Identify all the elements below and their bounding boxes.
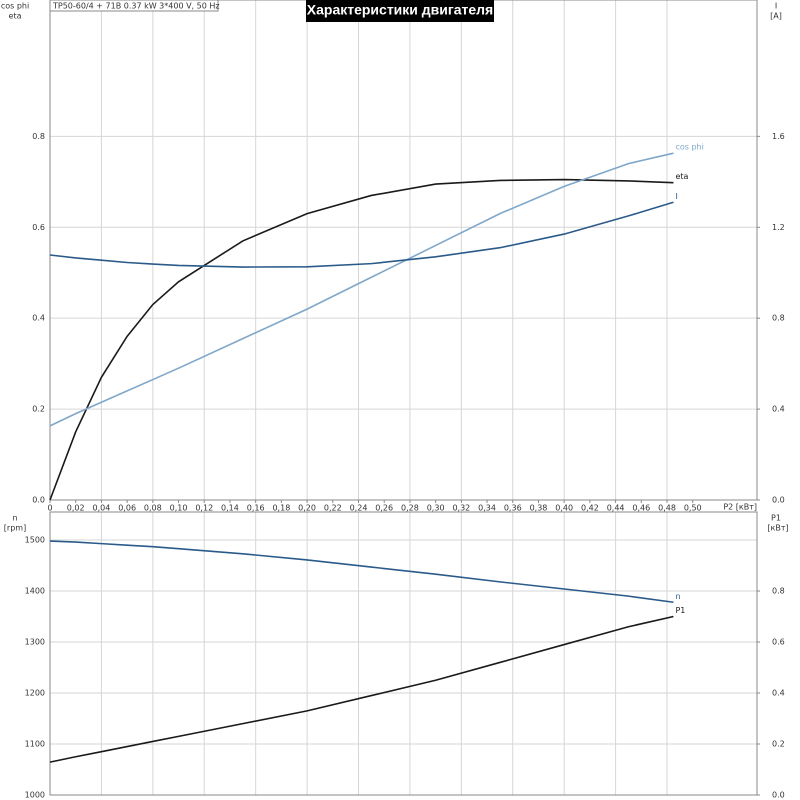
chart-title: Характеристики двигателя [307,2,493,18]
x-tick-label: 0,34 [478,504,496,513]
series-line [49,178,674,501]
x-tick-label: 0,04 [93,504,111,513]
x-tick-label: 0,08 [144,504,162,513]
y2-tick-label: 0.0 [772,496,785,505]
y2-tick-label: 1.2 [772,223,785,232]
x-tick-label: 0,10 [170,504,188,513]
x-tick-label: 0,46 [632,504,650,513]
x-tick-label: 0,28 [401,504,419,513]
y-tick-label: 1200 [25,689,45,698]
series-line [49,152,674,427]
series-label: n [675,592,680,601]
x-tick-label: 0,42 [581,504,599,513]
y2-tick-label: 0.4 [772,689,785,698]
x-tick-label: 0,20 [298,504,316,513]
legend-box [49,0,219,12]
x-tick-label: 0,26 [375,504,393,513]
x-tick-label: 0,18 [272,504,290,513]
x-tick-label: 0,12 [195,504,213,513]
y-tick-label: 0.2 [32,405,45,414]
y2-tick-label: 0.0 [772,791,785,800]
x-tick-label: 0,32 [452,504,470,513]
y2-tick-label: 0.2 [772,740,785,749]
plot-frame [49,0,758,501]
y2-axis-label: P1 [771,514,781,523]
x-tick-label: 0,38 [530,504,548,513]
y-tick-label: 0.6 [32,223,45,232]
x-tick-label: 0,40 [555,504,573,513]
x-tick-label: 0,16 [247,504,265,513]
series-label: cos phi [675,143,703,152]
series-line [49,540,674,604]
x-tick-label: 0,22 [324,504,342,513]
y-tick-label: 1100 [25,740,45,749]
y2-tick-label: 0.8 [772,314,785,323]
x-tick-label: 0,14 [221,504,239,513]
y2-tick-label: 1.6 [772,132,785,141]
y-tick-label: 1400 [25,587,45,596]
y2-axis-label: [кВт] [767,524,788,533]
y2-tick-label: 0.4 [772,405,785,414]
y-tick-label: 0.8 [32,132,45,141]
legend-text: TP50-60/4 + 71B 0.37 kW 3*400 V, 50 Hz [52,2,220,11]
x-axis-label: P2 [кВт] [723,503,757,512]
y-axis-label: cos phi [1,2,29,11]
x-tick-label: 0,06 [118,504,136,513]
x-tick-label: 0 [47,504,52,513]
y-tick-label: 1300 [25,638,45,647]
series-label: I [675,192,677,201]
y-tick-label: 0.0 [32,496,45,505]
y-axis-label: n [12,514,17,523]
series-line [49,201,674,268]
y2-tick-label: 0.8 [772,587,785,596]
series-line [49,615,674,763]
y-tick-label: 0.4 [32,314,45,323]
y2-axis-label: [A] [770,12,782,21]
series-label: P1 [675,606,685,615]
y2-tick-label: 0.6 [772,638,785,647]
x-tick-label: 0,50 [684,504,702,513]
y-tick-label: 1000 [25,791,45,800]
x-tick-label: 0,48 [658,504,676,513]
plot-frame [49,511,758,796]
x-tick-label: 0,36 [504,504,522,513]
y-tick-label: 1500 [25,536,45,545]
x-tick-label: 0,44 [607,504,625,513]
series-label: eta [675,172,688,181]
y-axis-label: eta [9,12,22,21]
x-tick-label: 0,02 [67,504,85,513]
y2-axis-label: I [775,2,777,11]
y-axis-label: [rpm] [4,524,26,533]
x-tick-label: 0,24 [350,504,368,513]
x-tick-label: 0,30 [427,504,445,513]
title-box [306,0,494,22]
